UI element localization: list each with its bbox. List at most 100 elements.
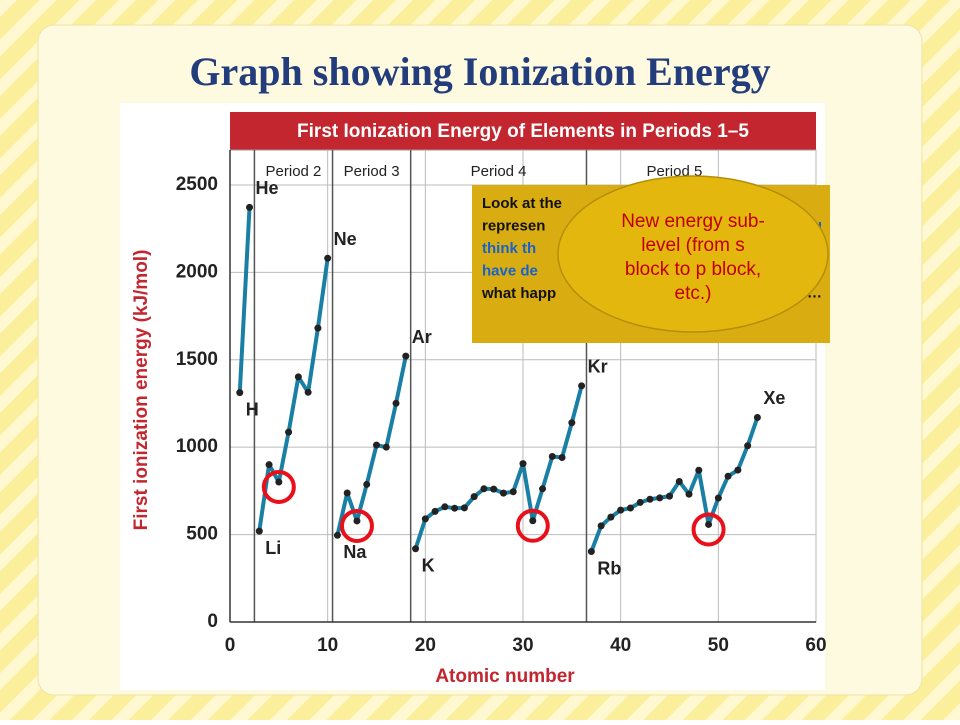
data-point [314, 324, 322, 332]
data-point [255, 527, 263, 535]
element-label: Li [265, 538, 281, 558]
data-point [607, 513, 615, 521]
x-tick-label: 0 [225, 635, 236, 656]
highlight-ring [515, 508, 550, 543]
data-point [617, 506, 625, 514]
data-point [275, 478, 283, 486]
x-axis-label: Atomic number [435, 666, 575, 687]
data-point [392, 399, 400, 407]
data-point [480, 485, 488, 493]
period-label: Period 3 [344, 163, 400, 180]
data-point [597, 522, 605, 530]
slide-title: Graph showing Ionization Energy [189, 49, 770, 94]
data-point [324, 254, 332, 262]
highlight-ring [691, 512, 726, 547]
data-point [373, 441, 380, 449]
y-tick-label: 2000 [176, 261, 218, 282]
data-point [333, 531, 341, 539]
data-point [285, 428, 293, 436]
data-point [695, 466, 703, 474]
data-point [412, 545, 420, 553]
data-point [246, 203, 254, 211]
x-tick-label: 30 [512, 635, 533, 656]
chart-title: First Ionization Energy of Elements in P… [297, 121, 749, 142]
highlight-ring [339, 508, 374, 543]
x-tick-label: 10 [317, 635, 338, 656]
data-point [499, 489, 507, 497]
element-label: K [422, 556, 435, 576]
oval-text: New energy sub- [621, 211, 765, 232]
data-point [714, 494, 722, 502]
data-point [382, 443, 390, 451]
series-line [237, 207, 252, 393]
data-point [646, 495, 654, 503]
element-label: Kr [588, 357, 608, 377]
data-point [675, 477, 683, 485]
data-point [558, 453, 566, 461]
data-point [460, 504, 468, 512]
y-tick-label: 2500 [176, 174, 218, 195]
y-axis-label: First ionization energy (kJ/mol) [131, 250, 152, 531]
period-label: Period 4 [471, 163, 527, 180]
data-point [705, 520, 713, 528]
data-point [236, 389, 244, 397]
data-point [636, 498, 644, 506]
data-point [744, 442, 752, 450]
data-point [509, 488, 517, 496]
data-point [587, 548, 595, 556]
element-label: Na [343, 542, 367, 562]
data-point [685, 490, 693, 498]
oval-text: block to p block, [625, 259, 761, 280]
data-point [568, 419, 576, 427]
data-point [431, 507, 439, 515]
data-point [519, 460, 527, 468]
data-point [626, 504, 634, 512]
highlight-ring [261, 469, 296, 504]
callout-text: what happ [481, 285, 556, 302]
data-point [470, 493, 478, 501]
oval-text: etc.) [675, 283, 712, 304]
x-tick-label: 20 [415, 635, 436, 656]
callouts: Look at the represen think th have de what h… [472, 175, 830, 343]
element-label: Ar [412, 327, 432, 347]
x-tick-label: 40 [610, 635, 631, 656]
data-point [753, 413, 761, 421]
data-point [343, 489, 351, 497]
data-point [490, 485, 498, 493]
x-tick-label: 60 [805, 635, 826, 656]
y-tick-label: 1500 [176, 349, 218, 370]
oval-text: level (from s [641, 235, 744, 256]
data-point [304, 388, 312, 396]
data-point [421, 515, 429, 523]
data-point [294, 373, 302, 381]
data-point [451, 504, 459, 512]
callout-text: think th [482, 240, 536, 257]
data-point [724, 472, 732, 480]
data-point [353, 517, 361, 525]
period-label: Period 2 [266, 163, 322, 180]
element-label: Rb [597, 558, 621, 578]
x-tick-label: 50 [708, 635, 729, 656]
element-label: Xe [763, 388, 785, 408]
y-tick-label: 500 [186, 524, 218, 545]
chart-banner [230, 112, 816, 150]
data-point [363, 480, 371, 488]
series-line [335, 355, 408, 536]
data-point [265, 461, 273, 469]
data-point [548, 452, 556, 460]
data-point [578, 382, 586, 390]
callout-text: have de [482, 262, 538, 279]
element-label: H [246, 399, 259, 419]
data-point [656, 494, 664, 502]
data-point [666, 492, 673, 500]
callout-text: represen [482, 217, 545, 234]
element-label: He [256, 178, 279, 198]
y-tick-label: 0 [207, 611, 218, 632]
callout-text: Look at the [482, 195, 562, 212]
data-point [539, 485, 547, 493]
data-point [402, 352, 410, 360]
callout-oval [557, 175, 829, 333]
data-point [734, 466, 742, 474]
data-point [441, 503, 449, 511]
